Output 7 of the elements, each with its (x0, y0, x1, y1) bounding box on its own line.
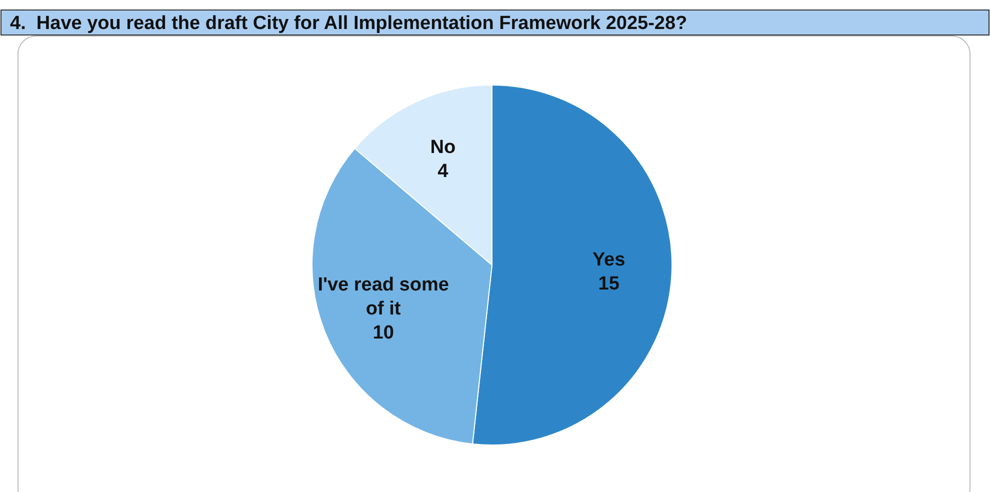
data-label: 15 (598, 273, 620, 294)
data-label: 10 (372, 322, 394, 344)
chart-title: 4. Have you read the draft City for All Implementation Framework 2025-28? (10, 13, 688, 34)
slice-label: I've read some of it (318, 274, 449, 320)
slice-label: No (430, 136, 456, 158)
slice-label: Yes (592, 249, 626, 270)
data-label: 4 (438, 160, 449, 182)
